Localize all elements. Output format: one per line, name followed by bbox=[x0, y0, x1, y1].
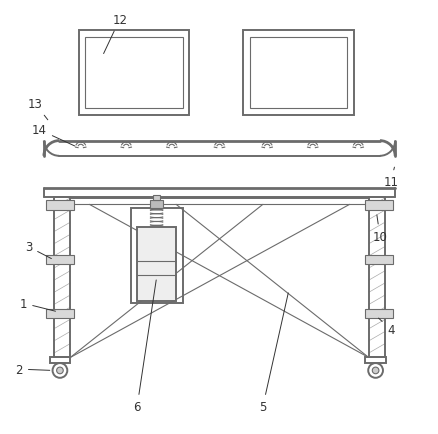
Bar bbox=[150, 201, 163, 208]
Circle shape bbox=[57, 367, 63, 374]
Bar bbox=[364, 201, 392, 210]
Circle shape bbox=[367, 363, 382, 378]
Bar bbox=[364, 309, 392, 319]
Text: 3: 3 bbox=[25, 241, 51, 259]
Bar bbox=[364, 357, 385, 363]
Circle shape bbox=[371, 367, 378, 374]
Text: 13: 13 bbox=[28, 98, 48, 121]
Text: 2: 2 bbox=[15, 363, 49, 376]
Bar bbox=[85, 37, 182, 109]
Bar bbox=[78, 31, 189, 115]
Circle shape bbox=[53, 363, 67, 378]
Bar bbox=[49, 357, 70, 363]
Bar bbox=[46, 309, 74, 319]
Bar bbox=[243, 31, 353, 115]
Text: 4: 4 bbox=[378, 319, 394, 336]
Text: 12: 12 bbox=[103, 14, 127, 54]
Text: 11: 11 bbox=[382, 168, 397, 189]
Text: 1: 1 bbox=[20, 297, 55, 312]
Text: 5: 5 bbox=[258, 293, 288, 413]
Bar bbox=[137, 228, 176, 301]
Text: 6: 6 bbox=[133, 280, 156, 413]
Bar bbox=[368, 197, 384, 358]
Bar bbox=[364, 255, 392, 265]
Text: 10: 10 bbox=[372, 215, 386, 243]
Bar bbox=[46, 201, 74, 210]
Bar bbox=[249, 37, 346, 109]
Bar bbox=[46, 255, 74, 265]
Bar bbox=[131, 208, 182, 303]
Text: 14: 14 bbox=[32, 124, 74, 147]
Bar bbox=[153, 195, 160, 201]
Bar bbox=[54, 197, 70, 358]
